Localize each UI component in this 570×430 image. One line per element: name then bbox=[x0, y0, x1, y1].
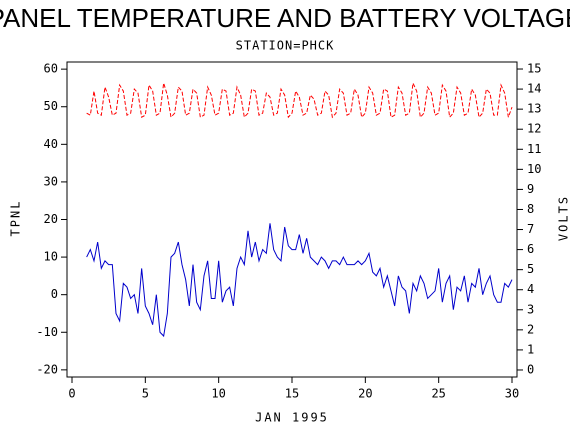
x-tick-label: 25 bbox=[431, 387, 445, 401]
y-tick-label: 30 bbox=[44, 174, 58, 188]
y2-tick-label: 10 bbox=[527, 162, 541, 176]
y2-tick-label: 9 bbox=[527, 182, 534, 196]
chart-subtitle: STATION=PHCK bbox=[236, 39, 335, 53]
y-tick-label: 20 bbox=[44, 212, 58, 226]
y2-tick-label: 11 bbox=[527, 142, 541, 156]
y-tick-label: 10 bbox=[44, 250, 58, 264]
data-line bbox=[86, 223, 513, 338]
y2-tick-label: 14 bbox=[527, 82, 541, 96]
y2-tick-label: 5 bbox=[527, 262, 534, 276]
plot-frame bbox=[66, 61, 518, 378]
y2-axis-label: VOLTS bbox=[557, 195, 570, 241]
y2-tick-label: 7 bbox=[527, 222, 534, 236]
x-axis-label: JAN 1995 bbox=[255, 411, 329, 425]
y2-tick-label: 12 bbox=[527, 122, 541, 136]
y-tick-label: -10 bbox=[36, 325, 58, 339]
data-line bbox=[86, 81, 513, 119]
y2-tick-label: 8 bbox=[527, 202, 534, 216]
y2-tick-label: 1 bbox=[527, 342, 534, 356]
y-tick-label: 0 bbox=[51, 287, 58, 301]
y2-tick-label: 4 bbox=[527, 282, 534, 296]
y-tick-label: 50 bbox=[44, 99, 58, 113]
x-tick-label: 0 bbox=[68, 387, 75, 401]
x-tick-label: 20 bbox=[358, 387, 372, 401]
chart-title: PANEL TEMPERATURE AND BATTERY VOLTAGE bbox=[0, 3, 570, 33]
y2-tick-label: 6 bbox=[527, 242, 534, 256]
x-tick-label: 5 bbox=[142, 387, 149, 401]
y-tick-label: 40 bbox=[44, 137, 58, 151]
x-tick-label: 30 bbox=[505, 387, 519, 401]
y-tick-label: 60 bbox=[44, 62, 58, 76]
y2-tick-label: 2 bbox=[527, 322, 534, 336]
y2-tick-label: 13 bbox=[527, 102, 541, 116]
y2-tick-label: 15 bbox=[527, 62, 541, 76]
y-axis-label: TPNL bbox=[9, 200, 23, 237]
y-tick-label: -20 bbox=[36, 362, 58, 376]
x-tick-label: 10 bbox=[211, 387, 225, 401]
x-tick-label: 15 bbox=[285, 387, 299, 401]
y2-tick-label: 0 bbox=[527, 362, 534, 376]
y2-tick-label: 3 bbox=[527, 302, 534, 316]
